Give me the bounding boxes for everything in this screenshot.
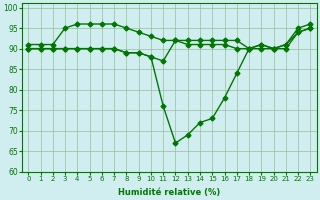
X-axis label: Humidité relative (%): Humidité relative (%) [118,188,220,197]
